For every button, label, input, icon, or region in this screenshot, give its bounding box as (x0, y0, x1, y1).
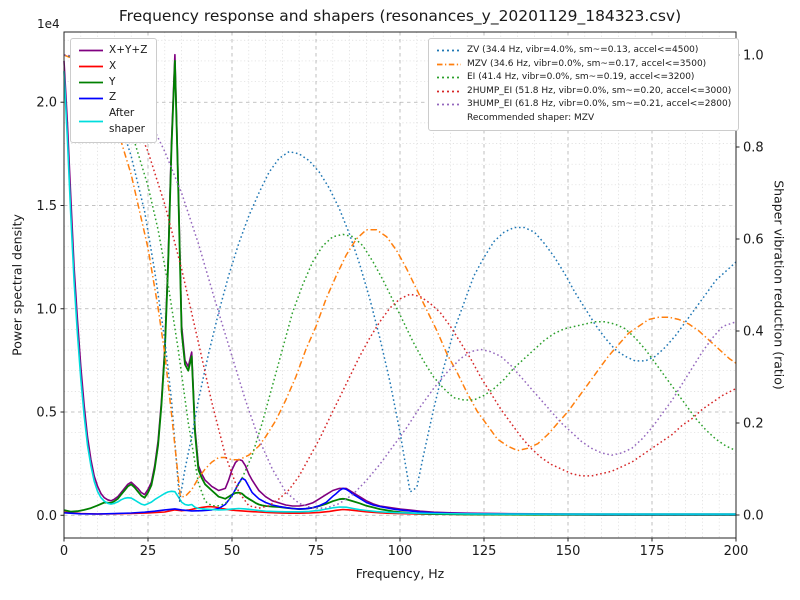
legend-item: 2HUMP_EI (51.8 Hz, vibr=0.0%, sm~=0.20, … (436, 85, 731, 99)
x-tick-label: 125 (472, 544, 497, 559)
solid-line-swatch (79, 120, 103, 123)
x-tick-label: 75 (308, 544, 325, 559)
psd-legend: X+Y+Z X Y Z After shaper (70, 38, 158, 143)
y-left-tick-label: 1.0 (36, 302, 57, 317)
y-right-tick-label: 0.0 (743, 509, 764, 524)
legend-item: Z (78, 90, 147, 106)
y-left-tick-label: 0.5 (36, 406, 57, 421)
dotted-line-swatch (437, 76, 461, 79)
legend-label: MZV (34.6 Hz, vibr=0.0%, sm~=0.17, accel… (467, 58, 707, 69)
legend-label: X (109, 59, 117, 72)
legend-label: X+Y+Z (109, 44, 148, 56)
legend-label: 3HUMP_EI (61.8 Hz, vibr=0.0%, sm~=0.21, … (467, 99, 732, 109)
y-left-tick-label: 2.0 (36, 96, 57, 111)
legend-item: MZV (34.6 Hz, vibr=0.0%, sm~=0.17, accel… (436, 58, 731, 72)
x-axis-label: Frequency, Hz (355, 566, 445, 581)
solid-line-swatch (79, 49, 103, 52)
x-tick-label: 200 (724, 544, 749, 559)
x-tick-label: 0 (60, 544, 68, 559)
y-right-tick-label: 0.6 (743, 233, 764, 248)
legend-item: X (78, 59, 147, 75)
x-tick-label: 175 (640, 544, 665, 559)
legend-item: ZV (34.4 Hz, vibr=4.0%, sm~=0.13, accel<… (436, 44, 731, 58)
series-ei (63, 54, 737, 507)
solid-line-swatch (79, 81, 103, 84)
legend-label: Y (109, 75, 116, 88)
series-after-shaper (63, 71, 736, 515)
legend-label: Z (109, 91, 117, 104)
series-mzv (63, 54, 737, 498)
dotted-line-swatch (437, 49, 461, 52)
x-tick-label: 50 (224, 544, 241, 559)
y-left-tick-label: 1.5 (36, 199, 57, 214)
chart-title: Frequency response and shapers (resonanc… (118, 7, 682, 25)
series-3hump-ei (63, 54, 737, 509)
y-right-tick-label: 0.8 (743, 141, 764, 156)
x-tick-label: 150 (556, 544, 581, 559)
dotted-line-swatch (437, 90, 461, 93)
solid-line-swatch (79, 65, 103, 68)
legend-label: EI (41.4 Hz, vibr=0.0%, sm~=0.19, accel<… (467, 72, 695, 82)
legend-item: 3HUMP_EI (61.8 Hz, vibr=0.0%, sm~=0.21, … (436, 98, 731, 112)
series-zv (63, 54, 737, 502)
solid-line-swatch (79, 97, 103, 100)
legend-label: 2HUMP_EI (51.8 Hz, vibr=0.0%, sm~=0.20, … (467, 85, 732, 96)
legend-label: ZV (34.4 Hz, vibr=4.0%, sm~=0.13, accel<… (467, 45, 699, 55)
series-z (63, 477, 736, 516)
shaper-legend: ZV (34.4 Hz, vibr=4.0%, sm~=0.13, accel<… (428, 38, 740, 131)
y-axis-label-left: Power spectral density (9, 214, 25, 356)
y-left-offset-text: 1e4 (37, 17, 60, 31)
x-tick-label: 100 (388, 544, 413, 559)
legend-label: After shaper (109, 107, 146, 135)
y-right-tick-label: 0.4 (743, 325, 764, 340)
legend-item: X+Y+Z (78, 43, 147, 59)
y-left-tick-label: 0.0 (36, 509, 57, 524)
y-right-tick-label: 1.0 (743, 49, 764, 64)
dotted-line-swatch (437, 103, 461, 106)
legend-item: After shaper (78, 106, 147, 138)
legend-item: EI (41.4 Hz, vibr=0.0%, sm~=0.19, accel<… (436, 71, 731, 85)
legend-item: Y (78, 75, 147, 91)
dashdot-line-swatch (437, 63, 461, 66)
y-right-tick-label: 0.2 (743, 417, 764, 432)
recommended-shaper-note: Recommended shaper: MZV (467, 112, 595, 123)
y-axis-label-right: Shaper vibration reduction (ratio) (771, 180, 787, 390)
x-tick-label: 25 (140, 544, 157, 559)
